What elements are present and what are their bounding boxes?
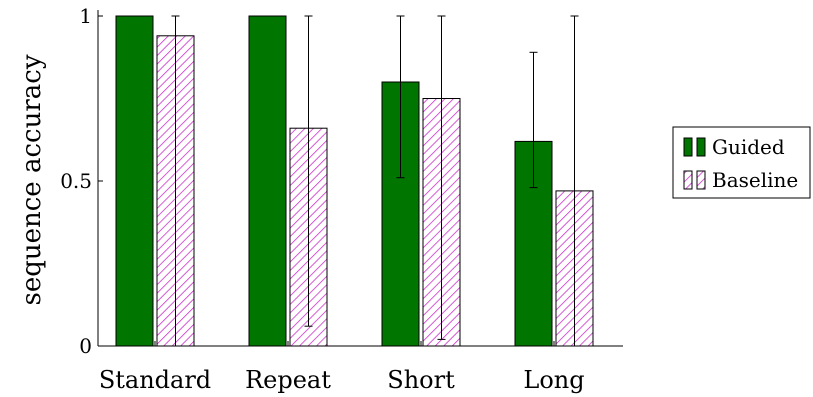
axes: 0 0.5 1 Standard Repeat Short Long [60, 4, 623, 394]
error-bar-baseline-short [437, 15, 446, 340]
legend: Guided Baseline [672, 126, 811, 199]
error-bar-guided-long [529, 51, 538, 189]
bar-guided-standard [115, 15, 154, 347]
x-tick-label-repeat: Repeat [245, 366, 331, 394]
x-tick-label-short: Short [387, 366, 455, 394]
legend-swatch-guided [683, 137, 706, 157]
x-tick-label-standard: Standard [99, 366, 211, 394]
y-tick-label: 1 [79, 4, 92, 28]
y-axis-label: sequence accuracy [17, 54, 47, 305]
error-bar-baseline-repeat [304, 15, 313, 327]
error-bar-guided-short [396, 15, 405, 179]
bar-guided-repeat [248, 15, 287, 347]
legend-label-baseline: Baseline [712, 168, 798, 192]
legend-box [672, 126, 811, 199]
plot-area [115, 15, 594, 347]
x-tick-label-long: Long [523, 366, 584, 394]
legend-label-guided: Guided [712, 135, 785, 159]
y-tick-label: 0 [79, 334, 92, 358]
legend-swatch-baseline [683, 170, 706, 190]
y-tick-label: 0.5 [60, 169, 92, 193]
